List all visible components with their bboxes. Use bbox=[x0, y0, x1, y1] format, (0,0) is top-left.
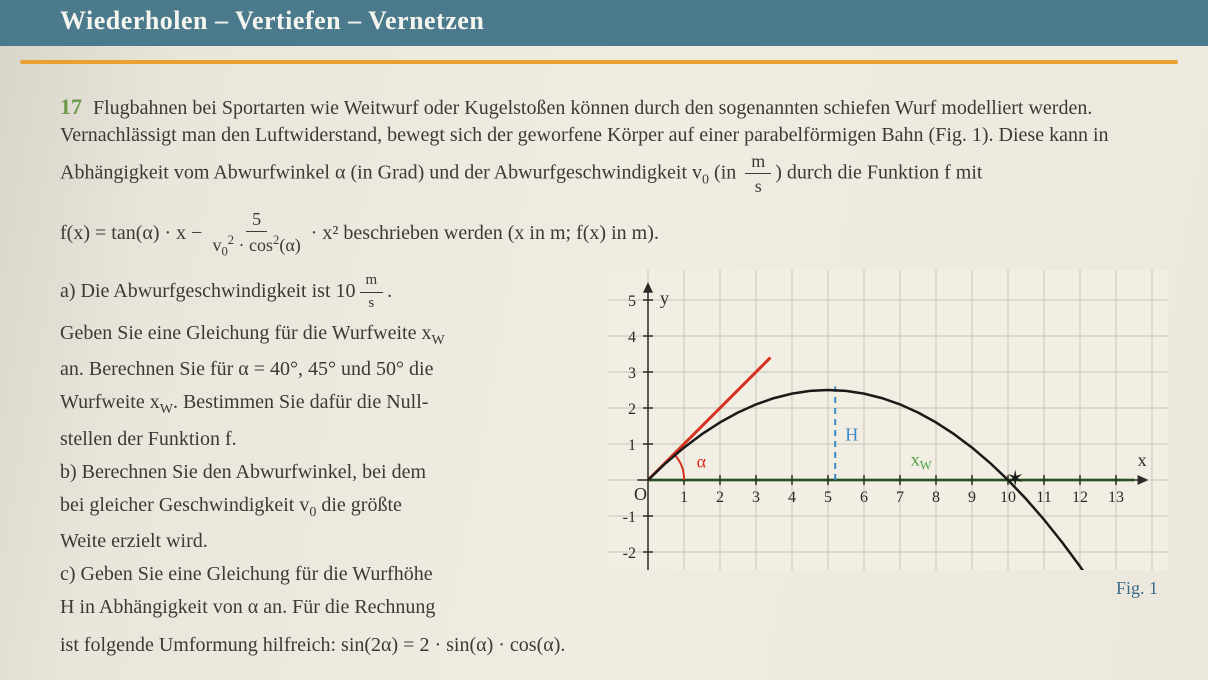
two-column-area: a) Die Abwurfgeschwindigkeit ist 10ms. G… bbox=[60, 270, 1168, 625]
frac-den: v02 · cos2(α) bbox=[206, 232, 306, 261]
unit-den: s bbox=[749, 174, 768, 198]
line-a3: an. Berechnen Sie für α = 40°, 45° und 5… bbox=[60, 355, 588, 384]
svg-text:-1: -1 bbox=[623, 509, 636, 526]
trajectory-chart: 1234567891011121312345-1-2-3OyxαHxW✶ bbox=[608, 270, 1168, 570]
line-c3: ist folgende Umformung hilfreich: sin(2α… bbox=[60, 632, 1168, 659]
formula-rhs: · x² beschrieben werden (x in m; f(x) in… bbox=[311, 220, 659, 247]
svg-text:7: 7 bbox=[896, 489, 904, 506]
figure-wrap: 1234567891011121312345-1-2-3OyxαHxW✶ Fig… bbox=[608, 270, 1168, 600]
formula-fraction: 5 v02 · cos2(α) bbox=[206, 207, 306, 261]
line-b3: Weite erzielt wird. bbox=[60, 527, 588, 556]
svg-text:x: x bbox=[1138, 450, 1147, 470]
line-a1: a) Die Abwurfgeschwindigkeit ist 10ms. bbox=[60, 270, 588, 315]
svg-text:2: 2 bbox=[716, 489, 724, 506]
chapter-title: Wiederholen – Vertiefen – Vernetzen bbox=[60, 6, 484, 35]
unit-fraction: ms bbox=[745, 149, 771, 199]
svg-text:α: α bbox=[697, 452, 707, 472]
problem-number: 17 bbox=[60, 94, 82, 119]
svg-text:4: 4 bbox=[628, 329, 636, 346]
svg-text:6: 6 bbox=[860, 489, 868, 506]
line-a2: Geben Sie eine Gleichung für die Wurfwei… bbox=[60, 319, 588, 351]
line-a4: Wurfweite xW. Bestimmen Sie dafür die Nu… bbox=[60, 388, 588, 420]
svg-text:3: 3 bbox=[752, 489, 760, 506]
formula: f(x) = tan(α) · x − 5 v02 · cos2(α) · x²… bbox=[60, 207, 1168, 261]
svg-text:1: 1 bbox=[680, 489, 688, 506]
question-text: a) Die Abwurfgeschwindigkeit ist 10ms. G… bbox=[60, 270, 588, 625]
line-c1: c) Geben Sie eine Gleichung für die Wurf… bbox=[60, 560, 588, 589]
svg-text:O: O bbox=[634, 484, 647, 504]
svg-text:4: 4 bbox=[788, 489, 796, 506]
intro-text-2: (in bbox=[709, 161, 741, 183]
svg-text:13: 13 bbox=[1108, 489, 1124, 506]
svg-text:8: 8 bbox=[932, 489, 940, 506]
svg-text:3: 3 bbox=[628, 365, 636, 382]
unit-num: m bbox=[745, 149, 771, 174]
svg-text:y: y bbox=[660, 288, 669, 308]
formula-lhs: f(x) = tan(α) · x − bbox=[60, 220, 202, 247]
line-c2: H in Abhängigkeit von α an. Für die Rech… bbox=[60, 593, 588, 622]
page: Wiederholen – Vertiefen – Vernetzen 17 F… bbox=[0, 0, 1208, 680]
line-b2: bei gleicher Geschwindigkeit v0 die größ… bbox=[60, 491, 588, 523]
line-a5: stellen der Funktion f. bbox=[60, 425, 588, 454]
problem-intro: 17 Flugbahnen bei Sportarten wie Weitwur… bbox=[60, 92, 1168, 199]
svg-text:H: H bbox=[845, 425, 858, 445]
svg-text:-2: -2 bbox=[623, 545, 636, 562]
figure-label: Fig. 1 bbox=[608, 576, 1168, 600]
svg-text:12: 12 bbox=[1072, 489, 1088, 506]
intro-v0-sub: 0 bbox=[702, 172, 709, 187]
frac-num: 5 bbox=[246, 207, 267, 232]
line-b1: b) Berechnen Sie den Abwurfwinkel, bei d… bbox=[60, 458, 588, 487]
chapter-header: Wiederholen – Vertiefen – Vernetzen bbox=[0, 0, 1208, 46]
svg-text:2: 2 bbox=[628, 401, 636, 418]
svg-text:1: 1 bbox=[628, 437, 636, 454]
svg-text:10: 10 bbox=[1000, 489, 1016, 506]
svg-text:11: 11 bbox=[1036, 489, 1051, 506]
svg-text:5: 5 bbox=[824, 489, 832, 506]
content-area: 17 Flugbahnen bei Sportarten wie Weitwur… bbox=[0, 64, 1208, 659]
svg-text:xW: xW bbox=[911, 450, 932, 473]
svg-text:9: 9 bbox=[968, 489, 976, 506]
svg-text:5: 5 bbox=[628, 293, 636, 310]
intro-text-3: ) durch die Funktion f mit bbox=[775, 161, 982, 183]
